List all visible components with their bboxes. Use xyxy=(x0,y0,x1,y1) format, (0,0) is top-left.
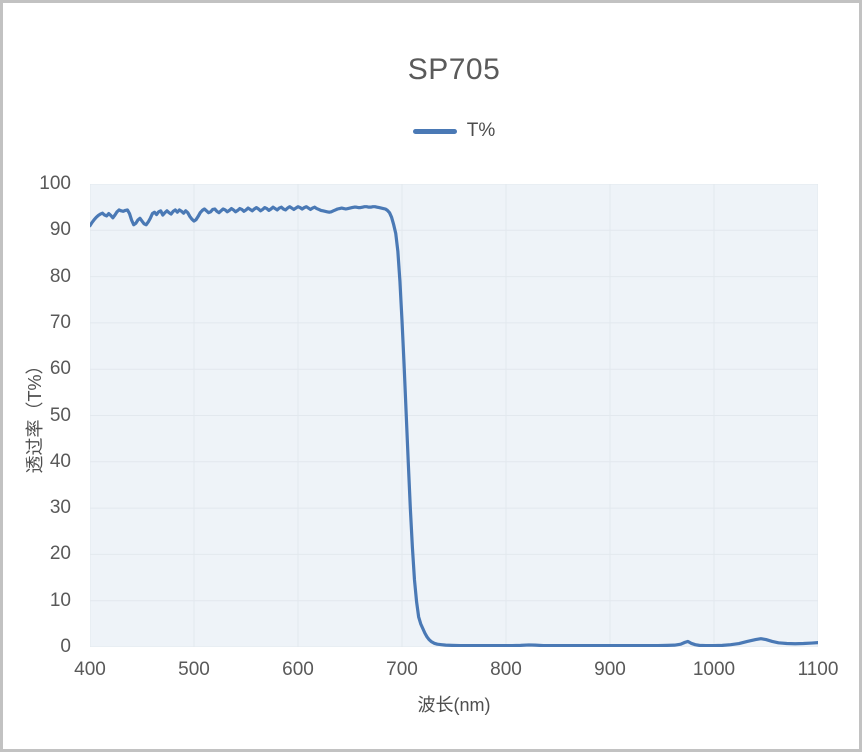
y-tick-label: 0 xyxy=(60,636,71,657)
x-axis-tick-labels: 400 500 600 700 800 900 1000 1100 xyxy=(74,659,838,683)
x-tick-label: 700 xyxy=(386,659,418,680)
x-tick-label: 900 xyxy=(594,659,626,680)
x-tick-label: 600 xyxy=(282,659,314,680)
gridlines xyxy=(90,184,818,647)
y-tick-label: 10 xyxy=(49,589,71,611)
x-tick-label: 1100 xyxy=(797,659,839,680)
transmission-curve-chart xyxy=(90,184,818,647)
plot-area xyxy=(90,184,818,647)
y-tick-label: 90 xyxy=(49,219,71,241)
t-percent-curve xyxy=(90,205,818,647)
y-tick-label: 20 xyxy=(49,543,71,565)
x-tick-label: 500 xyxy=(178,659,210,680)
y-tick-label: 80 xyxy=(49,265,71,287)
y-tick-label: 60 xyxy=(49,358,71,380)
y-tick-label: 70 xyxy=(49,311,71,333)
y-tick-label: 40 xyxy=(49,450,71,472)
y-axis-tick-labels: 0 10 20 30 40 50 60 70 80 90 100 xyxy=(3,173,79,657)
legend-line-swatch-icon xyxy=(412,128,457,134)
x-tick-label: 1000 xyxy=(692,659,736,680)
y-tick-label: 100 xyxy=(39,173,71,194)
x-axis-title: 波长(nm) xyxy=(417,695,491,715)
chart-title: SP705 xyxy=(407,53,501,86)
y-tick-label: 50 xyxy=(49,404,71,426)
legend-label: T% xyxy=(466,120,496,141)
legend-item-t-percent[interactable]: T% xyxy=(90,119,818,143)
x-tick-label: 800 xyxy=(490,659,522,680)
x-tick-label: 400 xyxy=(74,659,106,680)
y-tick-label: 30 xyxy=(49,497,71,519)
